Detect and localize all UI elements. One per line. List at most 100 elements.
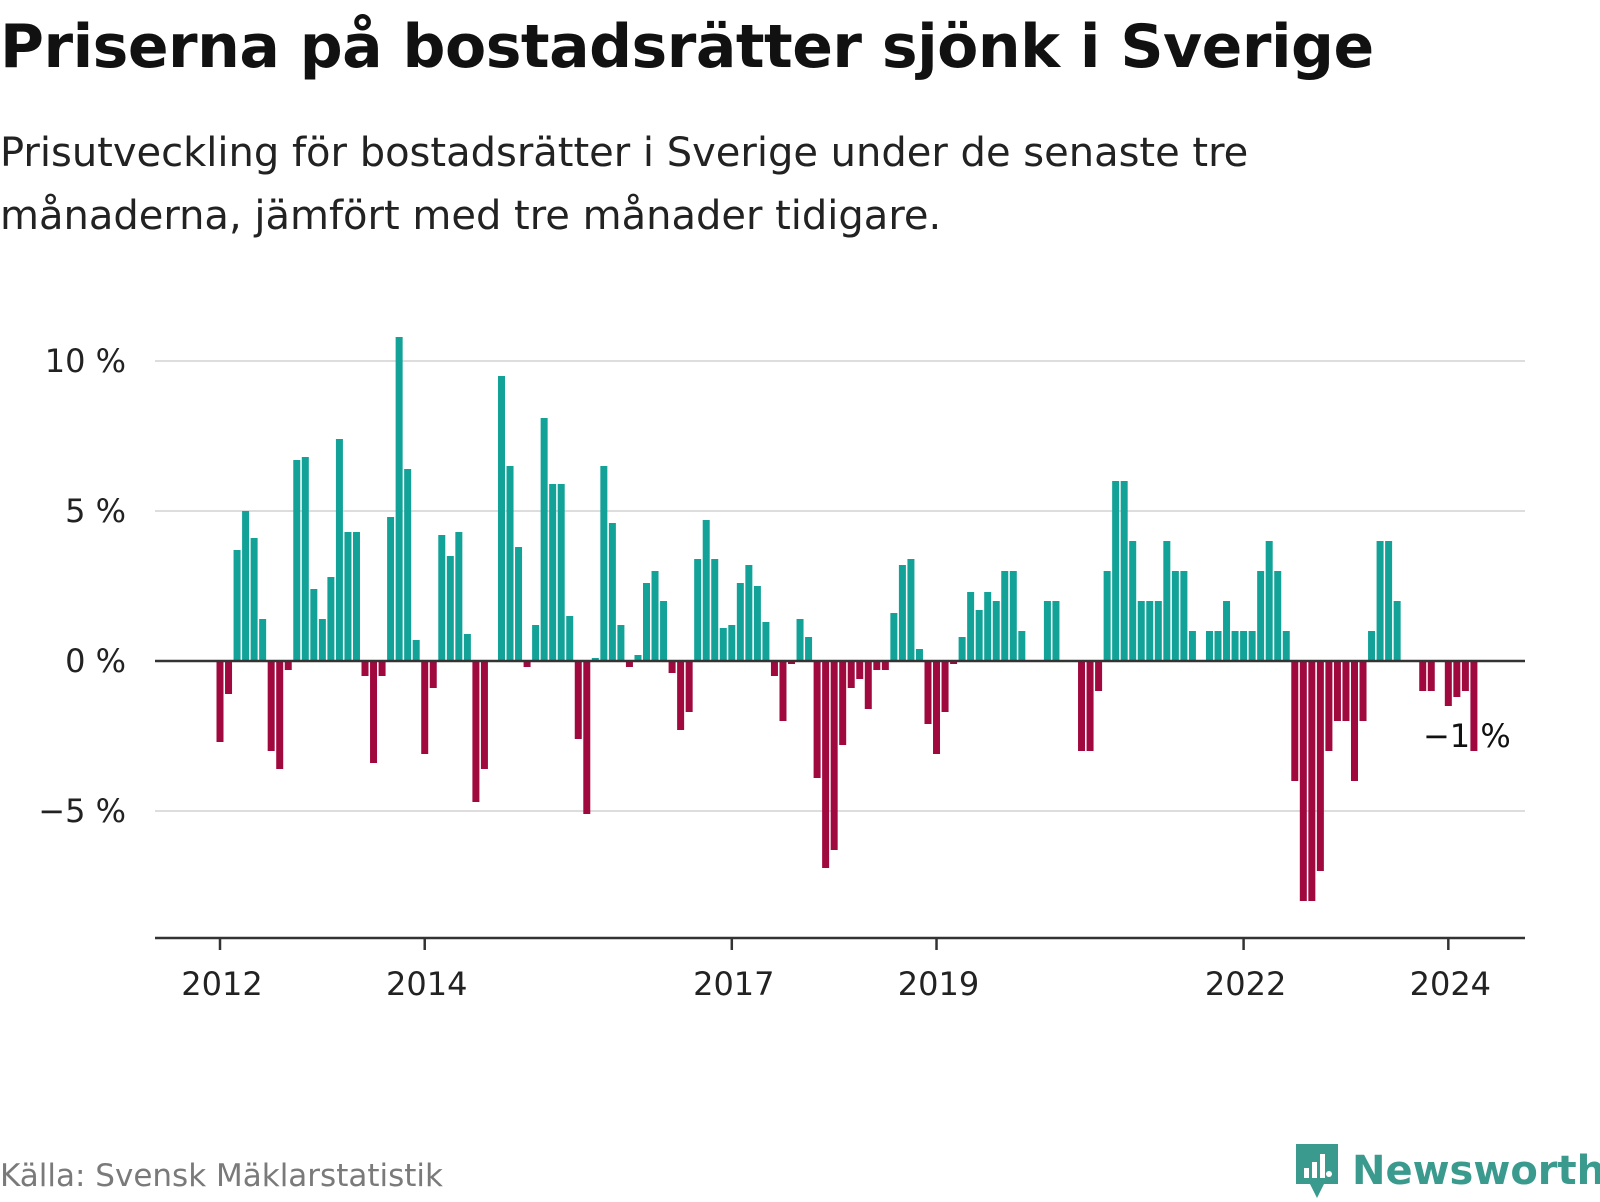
chart-title: Priserna på bostadsrätter sjönk i Sverig… — [0, 12, 1374, 82]
bar — [574, 661, 582, 739]
bar — [233, 550, 241, 661]
bar — [1342, 661, 1350, 721]
bar — [1453, 661, 1461, 697]
latest-value-annotation: −1 % — [1423, 717, 1511, 755]
brand-logo[interactable]: Newsworthy — [1292, 1140, 1600, 1202]
bar — [805, 637, 813, 661]
bar — [898, 565, 906, 661]
x-tick-label: 2019 — [898, 965, 979, 1003]
y-tick-label: 10 % — [45, 342, 126, 380]
y-tick-label: 0 % — [65, 642, 126, 680]
bar — [1257, 571, 1265, 661]
x-tick-label: 2017 — [693, 965, 774, 1003]
bar — [523, 661, 531, 667]
bar — [694, 559, 702, 661]
bar — [992, 601, 1000, 661]
bar — [532, 625, 540, 661]
bar — [301, 457, 309, 661]
bar — [1316, 661, 1324, 871]
bar — [318, 619, 326, 661]
x-tick-label: 2014 — [386, 965, 467, 1003]
bar — [600, 466, 608, 661]
grid-lines — [155, 360, 1525, 812]
bar — [1376, 541, 1384, 661]
bar — [267, 661, 275, 751]
bar — [950, 661, 958, 664]
bar — [702, 520, 710, 661]
bar — [660, 601, 668, 661]
y-tick-label: 5 % — [65, 492, 126, 530]
bar — [643, 583, 650, 661]
bar — [370, 661, 378, 763]
bar — [967, 592, 975, 661]
bar — [813, 661, 821, 778]
bar-chart: 10 % 5 % 0 % −5 % 2012 2014 2017 2019 2022 2024 −1… — [38, 337, 1525, 1003]
bar — [540, 418, 548, 661]
bar — [1180, 571, 1188, 661]
bar — [1146, 601, 1154, 661]
bar — [822, 661, 830, 868]
bar — [864, 661, 872, 709]
bar — [310, 589, 318, 661]
bar — [549, 484, 557, 661]
bar — [1385, 541, 1393, 661]
bar — [1350, 661, 1358, 781]
newsworthy-logo-icon — [1296, 1144, 1338, 1198]
bar — [924, 661, 932, 724]
bar — [1461, 661, 1469, 691]
bar — [779, 661, 787, 721]
bar — [1052, 601, 1060, 661]
bar — [387, 517, 395, 661]
bar — [719, 628, 727, 661]
bar — [1393, 601, 1401, 661]
bar — [352, 532, 360, 661]
bar — [839, 661, 847, 745]
bar — [1240, 631, 1248, 661]
bar — [1001, 571, 1009, 661]
bar — [1223, 601, 1231, 661]
bar — [625, 661, 633, 667]
source-note: Källa: Svensk Mäklarstatistik — [0, 1158, 443, 1194]
bar — [378, 661, 386, 676]
bar — [1137, 601, 1145, 661]
bar — [1103, 571, 1111, 661]
bar — [1368, 631, 1376, 661]
bar — [1154, 601, 1162, 661]
bar — [958, 637, 966, 661]
bar — [1018, 631, 1026, 661]
bar — [412, 640, 420, 661]
bar — [1043, 601, 1051, 661]
bar — [745, 565, 753, 661]
bar — [1427, 661, 1435, 691]
bar — [881, 661, 889, 670]
bar — [1282, 631, 1290, 661]
bar — [941, 661, 949, 712]
bar — [736, 583, 744, 661]
bar — [472, 661, 480, 802]
bar — [250, 538, 258, 661]
bar — [1248, 631, 1256, 661]
bar — [1009, 571, 1017, 661]
bar — [1078, 661, 1086, 751]
bar — [463, 634, 471, 661]
bar — [685, 661, 693, 712]
bar — [1171, 571, 1179, 661]
bar — [480, 661, 488, 769]
bar — [497, 376, 505, 661]
bar — [984, 592, 992, 661]
bar — [1265, 541, 1273, 661]
bar — [284, 661, 292, 670]
bar — [1163, 541, 1171, 661]
bar — [259, 619, 267, 661]
axis-labels: 10 % 5 % 0 % −5 % 2012 2014 2017 2019 2022 2024 −1… — [38, 342, 1510, 1003]
bar — [506, 466, 514, 661]
bar — [1231, 631, 1239, 661]
bar — [566, 616, 574, 661]
bar — [395, 337, 403, 661]
y-tick-label: −5 % — [38, 792, 126, 830]
bar — [438, 535, 446, 661]
bar — [1325, 661, 1333, 751]
x-tick-label: 2024 — [1410, 965, 1491, 1003]
bar — [344, 532, 352, 661]
bar — [591, 658, 599, 661]
